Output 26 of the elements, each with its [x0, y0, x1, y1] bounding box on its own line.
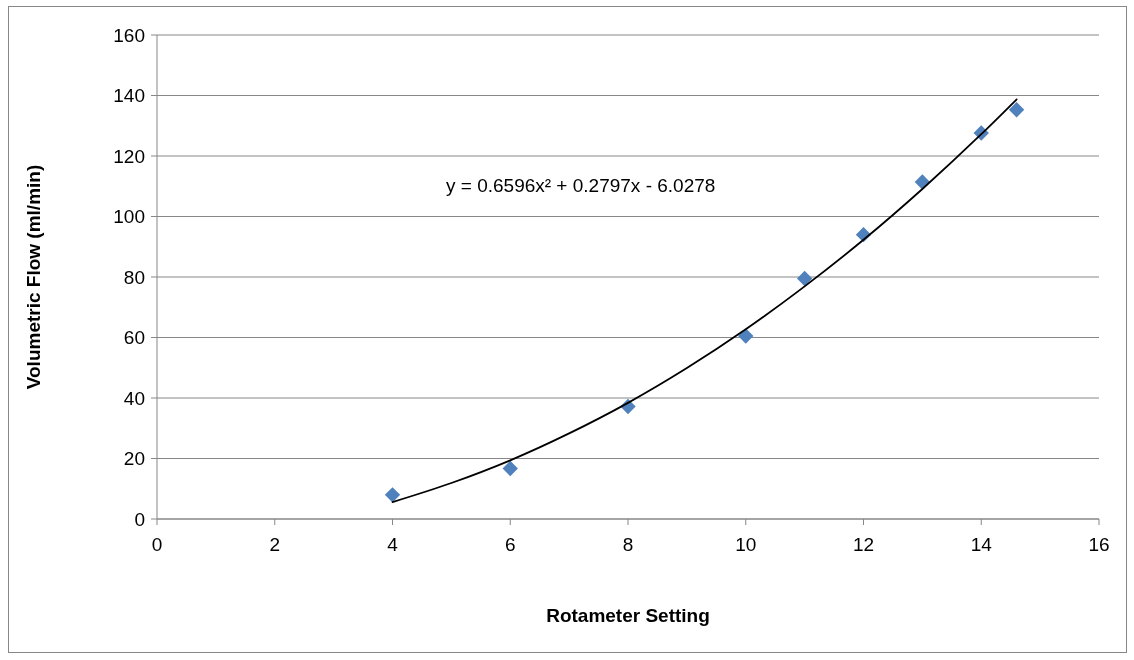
- point: [796, 270, 813, 287]
- x-tick-label: 6: [504, 534, 516, 555]
- y-axis-title: Volumetric Flow (ml/min): [23, 164, 44, 390]
- point: [384, 487, 401, 503]
- x-tick-label: 12: [852, 534, 875, 555]
- x-axis-title: Rotameter Setting: [546, 605, 710, 626]
- y-tick-label: 60: [123, 327, 145, 349]
- x-tick-label: 4: [387, 534, 399, 555]
- x-tick-label: 14: [970, 534, 993, 555]
- x-tick-label: 2: [269, 534, 281, 555]
- point: [914, 174, 931, 190]
- x-tick-label: 0: [151, 534, 163, 555]
- point: [502, 460, 518, 477]
- y-tick-label: 140: [113, 85, 145, 107]
- y-tick-label: 160: [113, 24, 145, 46]
- y-tick-label: 40: [123, 387, 145, 409]
- x-tick-label: 8: [622, 534, 634, 555]
- x-tick-label: 10: [735, 534, 757, 555]
- y-tick-label: 120: [113, 145, 145, 167]
- x-tick-label: 16: [1088, 534, 1110, 555]
- point: [1008, 102, 1025, 118]
- annotation: y = 0.6596x² + 0.2797x - 6.0278: [446, 175, 716, 196]
- y-tick-label: 20: [123, 448, 145, 470]
- y-tick-label: 80: [123, 266, 145, 288]
- y-tick-label: 0: [134, 508, 145, 530]
- y-tick-label: 100: [113, 206, 145, 228]
